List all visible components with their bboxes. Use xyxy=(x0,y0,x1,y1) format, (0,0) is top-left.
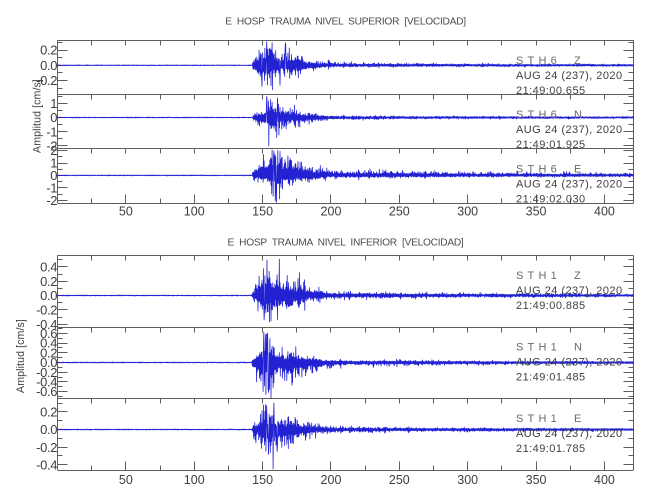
svg-text:0.0: 0.0 xyxy=(40,355,57,370)
svg-text:STH6: STH6 xyxy=(516,55,561,67)
svg-text:0.2: 0.2 xyxy=(40,274,57,289)
svg-text:-0.4: -0.4 xyxy=(36,317,57,332)
svg-text:0.2: 0.2 xyxy=(40,404,57,419)
svg-text:0.0: 0.0 xyxy=(40,58,57,73)
svg-text:AUG 24 (237), 2020: AUG 24 (237), 2020 xyxy=(516,178,623,190)
svg-text:50: 50 xyxy=(119,205,133,219)
svg-text:STH1: STH1 xyxy=(516,342,561,354)
svg-text:AUG 24 (237), 2020: AUG 24 (237), 2020 xyxy=(516,285,623,297)
svg-text:2: 2 xyxy=(50,143,57,158)
svg-text:AUG 24 (237), 2020: AUG 24 (237), 2020 xyxy=(516,70,623,82)
svg-text:1: 1 xyxy=(50,96,57,111)
svg-text:50: 50 xyxy=(119,473,133,487)
svg-text:300: 300 xyxy=(457,473,478,487)
svg-text:Amplitud [cm/s]: Amplitud [cm/s] xyxy=(32,79,44,153)
svg-text:21:49:02.030: 21:49:02.030 xyxy=(516,193,586,205)
svg-text:0.4: 0.4 xyxy=(40,336,57,351)
svg-text:0: 0 xyxy=(50,168,57,183)
svg-text:100: 100 xyxy=(184,205,205,219)
svg-text:STH6: STH6 xyxy=(516,109,561,121)
svg-text:E: E xyxy=(574,413,581,425)
svg-text:-0.2: -0.2 xyxy=(36,73,57,88)
svg-text:21:49:01.485: 21:49:01.485 xyxy=(516,372,586,384)
svg-text:N: N xyxy=(574,109,582,121)
svg-text:-1: -1 xyxy=(46,180,57,195)
svg-text:21:49:01.925: 21:49:01.925 xyxy=(516,139,586,151)
svg-text:0.2: 0.2 xyxy=(40,345,57,360)
svg-text:21:49:01.785: 21:49:01.785 xyxy=(516,443,586,455)
svg-text:Amplitud [cm/s]: Amplitud [cm/s] xyxy=(15,319,27,393)
svg-text:0.0: 0.0 xyxy=(40,288,57,303)
svg-text:STH1: STH1 xyxy=(516,413,561,425)
svg-text:-2: -2 xyxy=(46,139,57,154)
svg-text:-0.4: -0.4 xyxy=(36,375,57,390)
svg-text:0.6: 0.6 xyxy=(40,326,57,341)
svg-text:200: 200 xyxy=(321,473,342,487)
svg-text:21:49:00.655: 21:49:00.655 xyxy=(516,85,586,97)
svg-text:100: 100 xyxy=(184,473,205,487)
svg-text:-2: -2 xyxy=(46,193,57,208)
svg-text:350: 350 xyxy=(526,205,547,219)
svg-text:250: 250 xyxy=(389,473,410,487)
svg-text:N: N xyxy=(574,342,582,354)
svg-text:0.0: 0.0 xyxy=(40,422,57,437)
svg-text:AUG 24 (237), 2020: AUG 24 (237), 2020 xyxy=(516,124,623,136)
svg-text:AUG 24 (237), 2020: AUG 24 (237), 2020 xyxy=(516,428,623,440)
svg-text:0.2: 0.2 xyxy=(40,43,57,58)
svg-text:-0.2: -0.2 xyxy=(36,303,57,318)
svg-text:-1: -1 xyxy=(46,124,57,139)
svg-text:-0.2: -0.2 xyxy=(36,440,57,455)
svg-text:E HOSP TRAUMA NIVEL SUPERIOR [: E HOSP TRAUMA NIVEL SUPERIOR [VELOCIDAD] xyxy=(225,17,466,28)
svg-text:0: 0 xyxy=(50,110,57,125)
svg-text:250: 250 xyxy=(389,205,410,219)
svg-text:E: E xyxy=(574,163,581,175)
svg-text:-0.2: -0.2 xyxy=(36,365,57,380)
svg-text:1: 1 xyxy=(50,156,57,171)
svg-text:400: 400 xyxy=(594,205,615,219)
svg-text:21:49:00.885: 21:49:00.885 xyxy=(516,300,586,312)
svg-text:AUG 24 (237), 2020: AUG 24 (237), 2020 xyxy=(516,357,623,369)
svg-text:350: 350 xyxy=(526,473,547,487)
svg-text:Z: Z xyxy=(574,270,581,282)
svg-text:150: 150 xyxy=(252,205,273,219)
svg-text:-0.4: -0.4 xyxy=(36,457,57,472)
svg-text:STH6: STH6 xyxy=(516,163,561,175)
svg-text:E HOSP TRAUMA NIVEL INFERIOR [: E HOSP TRAUMA NIVEL INFERIOR [VELOCIDAD] xyxy=(228,238,464,249)
svg-text:150: 150 xyxy=(252,473,273,487)
svg-text:Z: Z xyxy=(574,55,581,67)
svg-text:200: 200 xyxy=(321,205,342,219)
svg-text:0.4: 0.4 xyxy=(40,259,57,274)
svg-text:-0.6: -0.6 xyxy=(36,384,57,399)
svg-text:400: 400 xyxy=(594,473,615,487)
svg-text:STH1: STH1 xyxy=(516,270,561,282)
svg-text:300: 300 xyxy=(457,205,478,219)
